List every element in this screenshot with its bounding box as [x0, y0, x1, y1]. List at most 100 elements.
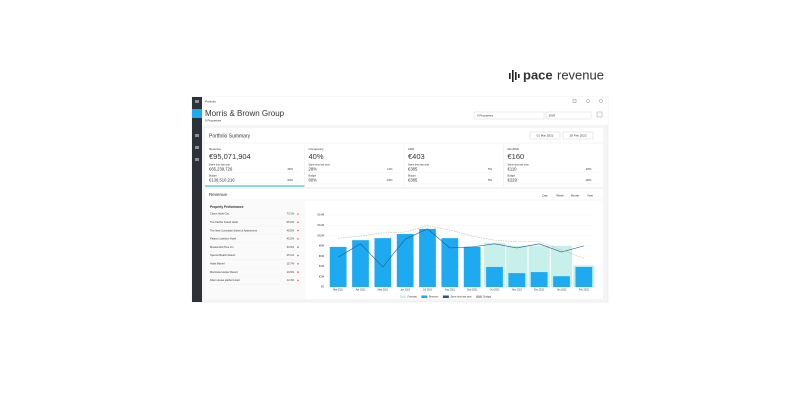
property-value: 55.0% [287, 220, 295, 224]
x-tick-label: Jun 2021 [400, 289, 411, 292]
legend-swatch[interactable] [400, 295, 406, 299]
logo: pace revenue [509, 67, 604, 82]
property-value: 25.1% [287, 253, 295, 257]
period-option[interactable]: Year [587, 193, 593, 197]
kpi-row-label: Same time last year [408, 164, 429, 167]
kpi-row-value: €110 [508, 167, 518, 172]
kpi-value: €160 [508, 152, 525, 161]
property-value: 12.4% [287, 278, 295, 282]
period-option[interactable]: Week [556, 193, 564, 197]
sidebar-icons [195, 100, 199, 161]
bar [329, 246, 347, 287]
property-select[interactable] [473, 111, 545, 120]
property-name[interactable]: Mussenfeld Tree Inn [210, 245, 234, 249]
kpi-change: -30% [286, 178, 293, 182]
property-title: Property Performance [210, 205, 244, 209]
bar [508, 273, 526, 287]
y-tick-label: €2M [319, 274, 324, 278]
x-tick-label: Feb 2022 [579, 289, 590, 292]
legend-label[interactable]: Forecast [408, 295, 418, 298]
currency-select[interactable] [545, 111, 592, 120]
x-tick-label: Oct 2021 [490, 289, 500, 292]
kpi-change: 5% [488, 167, 493, 171]
active-card-underline [205, 185, 305, 187]
kpi-row-value: €136,510,216 [209, 178, 235, 183]
legend-swatch[interactable] [421, 295, 428, 299]
tab-label[interactable]: Revenue [209, 192, 228, 197]
property-indicator [297, 271, 299, 273]
kpi-change: -33% [386, 178, 393, 182]
date-from-label[interactable]: 01 Mar 2021 [537, 133, 554, 137]
series-line [338, 225, 584, 259]
kpi-value: €403 [408, 152, 425, 161]
x-tick-label: Dec 2021 [534, 289, 545, 292]
header-icons [572, 99, 603, 103]
property-select-label[interactable]: 9 Properties [477, 113, 494, 117]
sidebar [192, 97, 202, 302]
legend-label[interactable]: Revenue [429, 295, 439, 298]
property-indicator [297, 229, 299, 232]
property-indicator [297, 238, 299, 240]
property-list: Clows Hotel City 73.1% The Fairfax Grand H… [210, 212, 300, 285]
x-tick-label: Aug 2021 [445, 289, 456, 292]
property-indicator [297, 213, 299, 215]
series-line [338, 228, 584, 268]
kpi-row-value: 60% [309, 178, 318, 183]
property-name[interactable]: The New Consulate Suites & Apartments [210, 228, 258, 232]
property-indicator [297, 246, 299, 248]
property-value: 73.1% [287, 212, 295, 216]
date-to[interactable] [562, 131, 594, 140]
x-tick-label: Nov 2021 [512, 289, 523, 292]
legend-label[interactable]: Same time last year [450, 295, 471, 298]
kpi-change: -30% [585, 178, 592, 182]
property-name[interactable]: Spence Beach Resort [210, 253, 236, 257]
kpi-label: Revenue [209, 147, 221, 151]
kpi-row-label: Same time last year [508, 164, 529, 167]
currency-select-label[interactable]: EUR [549, 113, 556, 117]
kpi-label: ADR [408, 147, 415, 151]
property-name[interactable]: Montrose Harper Resort [210, 270, 238, 274]
sidebar-active[interactable] [192, 109, 202, 118]
kpi-row-value: €65,239,726 [209, 167, 233, 172]
bar [553, 276, 570, 287]
property-name[interactable]: Fden House Harbor Hotel [210, 278, 240, 282]
bar [374, 238, 392, 287]
legend-swatch[interactable] [476, 295, 483, 299]
bar [575, 266, 593, 287]
kpi-row-value: 28% [309, 167, 318, 172]
kpi-row-label: Budget [508, 175, 516, 178]
period-option[interactable]: Month [571, 193, 580, 197]
settings-icon[interactable] [596, 111, 603, 118]
property-indicator [297, 263, 299, 265]
kpi-row-label: Same time last year [309, 164, 330, 167]
page-title: Morris & Brown Group [205, 109, 285, 118]
property-name[interactable]: Clows Hotel City [210, 212, 230, 216]
property-value: 48.5% [287, 228, 295, 232]
x-tick-label: Apr 2021 [356, 289, 366, 292]
property-name[interactable]: Palace Lowthorn Hotel [210, 237, 237, 241]
date-from[interactable] [529, 131, 561, 140]
property-indicator [297, 221, 299, 224]
property-name[interactable]: The Fairfax Grand Hotel [210, 220, 238, 224]
breadcrumb[interactable]: Portfolio [205, 99, 216, 103]
period-toggle: Day Week Month Year [542, 193, 593, 197]
property-panel [205, 200, 305, 299]
kpi-row-label: Budget [408, 175, 416, 178]
y-tick-label: €8M [319, 244, 324, 248]
bar [396, 234, 414, 287]
legend-swatch[interactable] [442, 295, 449, 299]
bar [463, 246, 481, 287]
property-name[interactable]: Hotel Marvel [210, 261, 225, 265]
bar [352, 240, 369, 287]
legend-label[interactable]: Budget [484, 295, 492, 298]
x-tick-label: May 2021 [378, 289, 389, 292]
y-tick-label: €14M [318, 213, 325, 217]
property-value: 45.2% [287, 237, 295, 241]
y-tick-label: €0 [321, 285, 324, 289]
period-option[interactable]: Day [542, 193, 548, 197]
kpi-row-value: €385 [408, 178, 418, 183]
bar [419, 228, 436, 287]
date-to-label[interactable]: 28 Feb 2022 [570, 133, 587, 137]
kpi-label: Occupancy [309, 147, 325, 151]
